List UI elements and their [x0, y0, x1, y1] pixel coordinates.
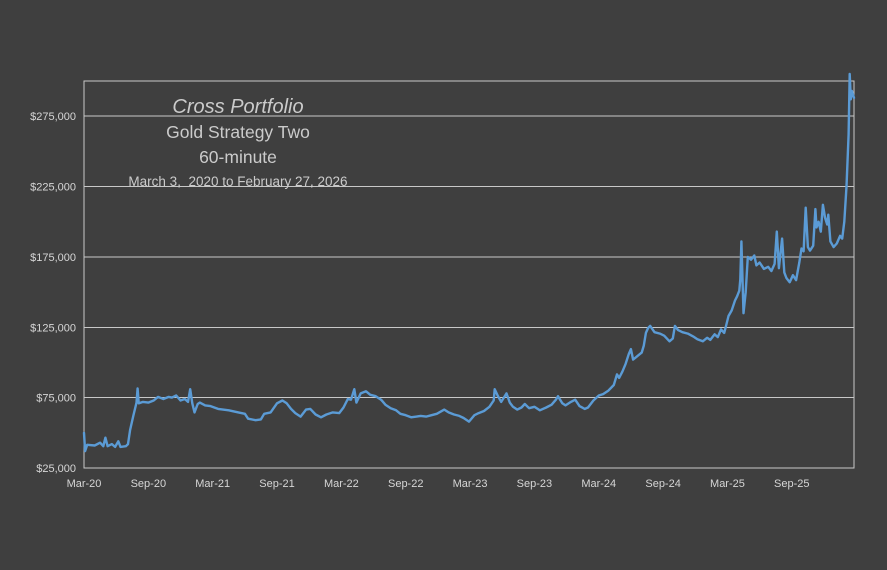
y-tick-label: $175,000 [30, 252, 76, 264]
equity-curve-line [82, 72, 856, 453]
x-tick-label: Sep-20 [131, 478, 166, 490]
x-tick-label: Mar-25 [710, 478, 745, 490]
plot-border [83, 80, 855, 469]
y-tick-label: $275,000 [30, 111, 76, 123]
x-tick-label: Sep-22 [388, 478, 423, 490]
x-tick-label: Sep-23 [517, 478, 552, 490]
x-tick-label: Mar-22 [324, 478, 359, 490]
y-tick-label: $25,000 [36, 463, 76, 475]
x-tick-label: Mar-20 [67, 478, 102, 490]
y-tick-label: $225,000 [30, 182, 76, 194]
x-tick-label: Sep-25 [774, 478, 809, 490]
y-tick-label: $75,000 [36, 393, 76, 405]
x-tick-label: Mar-24 [581, 478, 616, 490]
y-tick-label: $125,000 [30, 322, 76, 334]
x-tick-label: Sep-21 [259, 478, 294, 490]
x-tick-label: Mar-21 [195, 478, 230, 490]
x-tick-label: Mar-23 [453, 478, 488, 490]
x-tick-label: Sep-24 [645, 478, 680, 490]
